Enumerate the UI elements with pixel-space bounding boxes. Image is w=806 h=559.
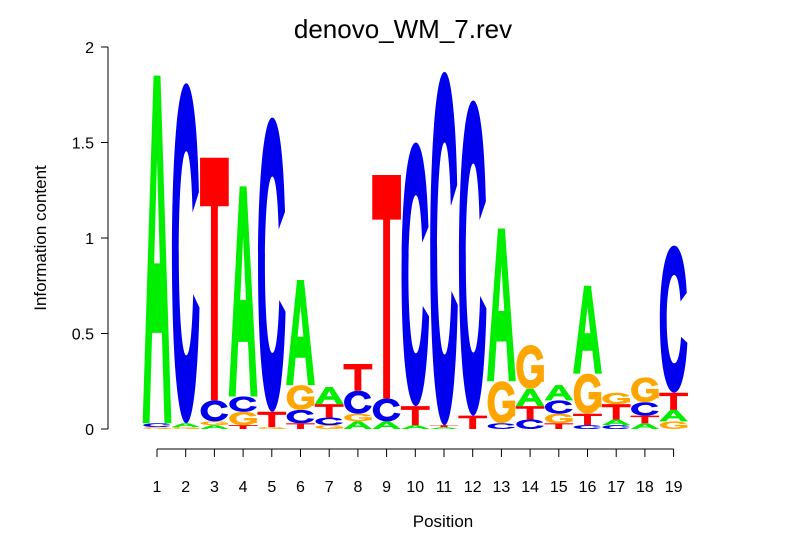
letter-G-pos-17 [602, 392, 630, 405]
y-tick-label: 2 [85, 40, 94, 57]
letter-G-pos-16 [573, 373, 602, 414]
letter-A-pos-18 [630, 423, 660, 429]
x-tick-label: 2 [181, 479, 190, 496]
letter-A-pos-17 [601, 419, 631, 426]
letter-A-pos-7 [314, 386, 344, 405]
letter-C-pos-13 [487, 423, 516, 429]
letter-T-pos-3 [200, 157, 229, 401]
letter-T-pos-10 [400, 406, 430, 426]
letter-G-pos-3 [200, 421, 229, 426]
letter-C-pos-3 [200, 400, 229, 422]
letter-C-pos-12 [458, 100, 487, 416]
letter-G-pos-14 [516, 344, 544, 389]
letter-C-pos-8 [344, 390, 372, 414]
letter-C-pos-16 [573, 425, 602, 429]
x-tick-label: 3 [210, 479, 219, 496]
y-tick-label: 1.5 [72, 136, 94, 153]
letter-A-pos-13 [487, 228, 516, 382]
letter-G-pos-13 [487, 381, 516, 424]
letter-A-pos-14 [515, 388, 545, 407]
letter-C-pos-11 [430, 71, 458, 426]
y-axis: 0 0.5 1 1.5 2 [72, 40, 109, 439]
letter-G-pos-7 [315, 425, 343, 429]
letter-A-pos-6 [286, 280, 315, 386]
letter-T-pos-12 [458, 415, 488, 429]
x-tick-label: 13 [493, 479, 511, 496]
letter-C-pos-9 [372, 398, 401, 422]
letter-C-pos-10 [401, 142, 430, 407]
letter-T-pos-6 [286, 423, 315, 429]
letter-C-pos-17 [602, 425, 630, 429]
letter-A-pos-9 [372, 421, 401, 429]
x-tick-label: 5 [267, 479, 276, 496]
letter-G-pos-6 [286, 385, 315, 410]
x-tick-label: 6 [296, 479, 305, 496]
letter-A-pos-3 [200, 425, 229, 429]
letter-T-pos-9 [372, 174, 401, 399]
x-tick-label: 4 [239, 479, 248, 496]
letter-G-pos-15 [545, 413, 573, 424]
letter-A-pos-19 [659, 409, 688, 422]
x-axis-label: Position [413, 512, 473, 531]
letter-A-pos-10 [400, 425, 430, 429]
x-tick-label: 7 [325, 479, 334, 496]
letter-C-pos-6 [286, 409, 315, 424]
y-tick-label: 0 [85, 422, 94, 439]
letter-G-pos-5 [258, 427, 286, 429]
letter-A-pos-16 [573, 285, 602, 374]
x-tick-label: 1 [153, 479, 162, 496]
letter-A-pos-2 [171, 423, 201, 428]
x-tick-label: 10 [406, 479, 424, 496]
letter-C-pos-18 [631, 402, 659, 416]
letter-G-pos-2 [171, 427, 200, 429]
letter-A-pos-8 [343, 421, 373, 429]
x-tick-label: 17 [607, 479, 625, 496]
x-tick-label: 12 [464, 479, 482, 496]
letter-C-pos-7 [315, 417, 343, 426]
x-tick-label: 11 [436, 479, 453, 496]
letter-T-pos-17 [601, 404, 631, 420]
letter-G-pos-18 [631, 377, 659, 403]
letter-T-pos-19 [659, 392, 688, 410]
letter-T-pos-4 [228, 425, 258, 429]
letter-T-pos-8 [343, 364, 373, 391]
x-axis: 1 2 3 4 5 6 7 8 9 10 11 12 13 14 15 16 17 18 19 [153, 448, 683, 496]
letter-T-pos-7 [314, 404, 344, 418]
letter-G-pos-8 [344, 413, 372, 422]
letter-A-pos-11 [429, 427, 459, 429]
x-tick-label: 8 [353, 479, 362, 496]
letter-T-pos-14 [515, 406, 545, 420]
letter-C-pos-1 [143, 423, 171, 428]
letter-T-pos-18 [630, 415, 660, 424]
letter-T-pos-11 [429, 425, 459, 428]
y-tick-label: 1 [85, 231, 94, 248]
letter-T-pos-16 [573, 413, 602, 426]
letter-G-pos-19 [659, 421, 688, 429]
x-tick-label: 18 [636, 479, 654, 496]
x-tick-label: 15 [550, 479, 568, 496]
letter-G-pos-1 [143, 427, 171, 429]
letter-C-pos-5 [258, 117, 286, 412]
y-tick-label: 0.5 [72, 327, 94, 344]
letter-C-pos-2 [171, 83, 200, 424]
letter-G-pos-4 [229, 411, 257, 426]
letter-T-pos-15 [544, 423, 574, 429]
letter-C-pos-15 [545, 400, 573, 414]
x-tick-label: 14 [521, 479, 539, 496]
letter-A-pos-4 [228, 186, 258, 397]
x-tick-label: 16 [579, 479, 597, 496]
x-tick-label: 19 [665, 479, 683, 496]
logo-stacks [142, 71, 688, 429]
letter-A-pos-1 [142, 75, 172, 424]
letter-T-pos-5 [257, 411, 287, 428]
letter-C-pos-14 [516, 419, 544, 429]
x-tick-label: 9 [382, 479, 391, 496]
letter-C-pos-4 [229, 396, 257, 412]
letter-C-pos-19 [659, 245, 688, 393]
y-axis-label: Information content [31, 165, 50, 311]
letter-A-pos-15 [544, 385, 574, 401]
chart-title: denovo_WM_7.rev [294, 14, 512, 44]
